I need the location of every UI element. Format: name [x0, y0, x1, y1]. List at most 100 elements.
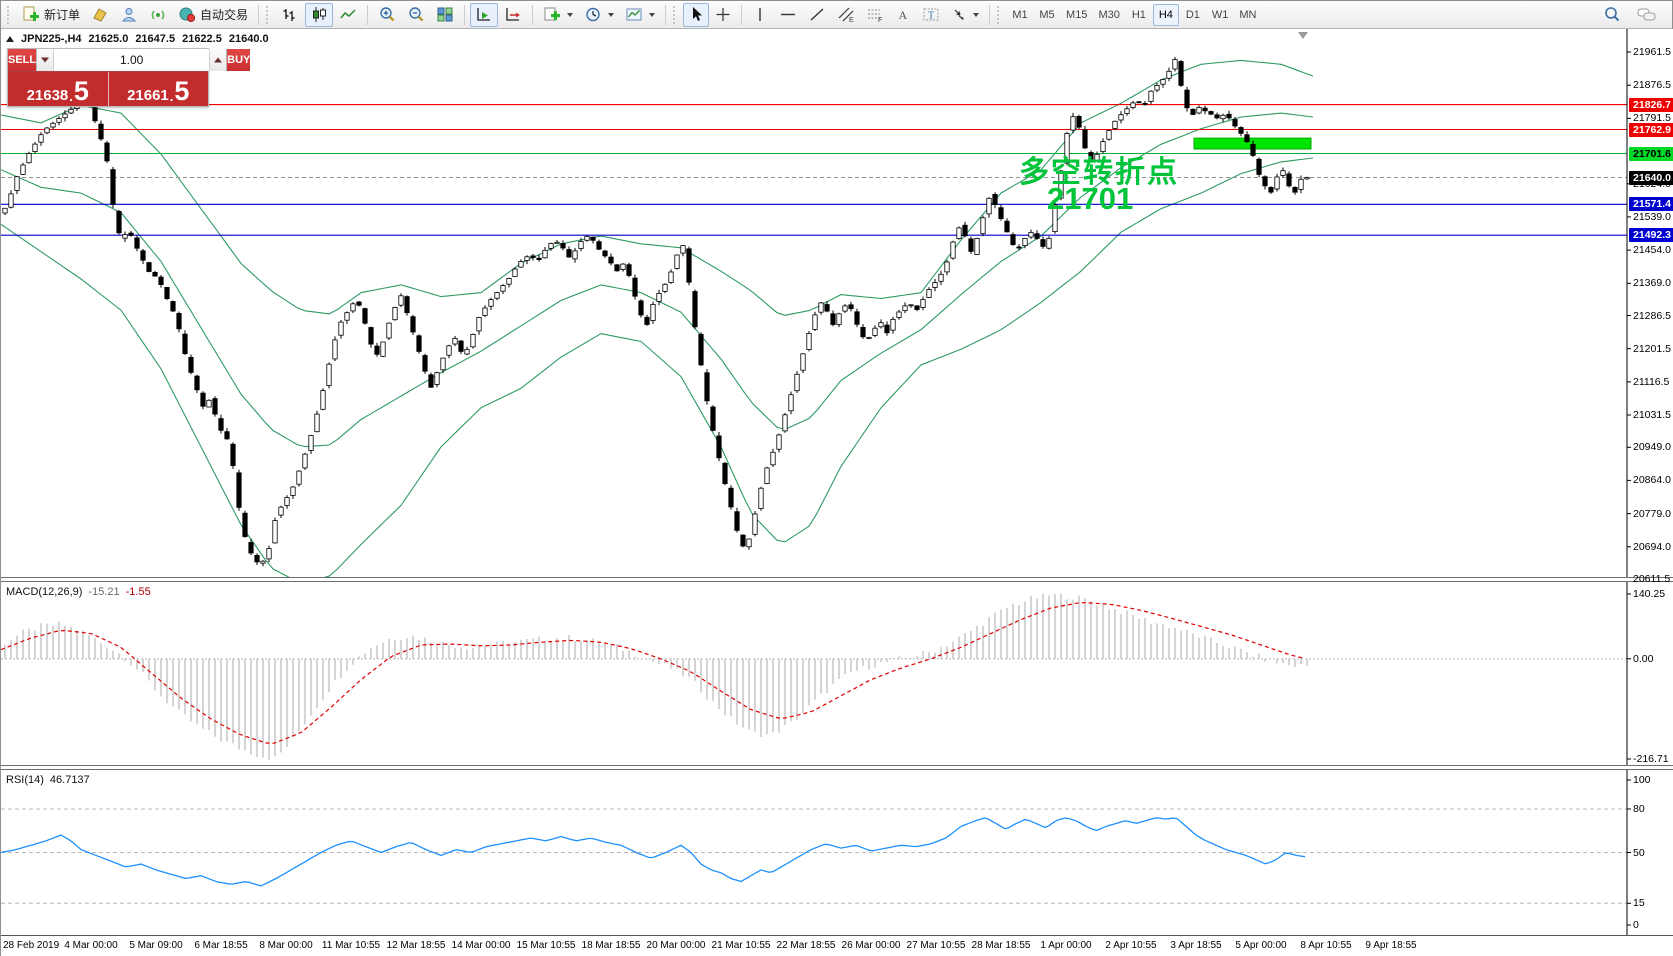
templates-button[interactable]	[620, 3, 660, 27]
timeframe-h4-button[interactable]: H4	[1152, 3, 1179, 26]
auto-trading-icon	[178, 6, 196, 23]
rsi-panel-divider[interactable]	[1, 765, 1673, 770]
svg-text:A: A	[899, 8, 908, 22]
cursor-icon	[688, 6, 704, 23]
zoom-in-icon	[378, 6, 396, 23]
auto-scroll-icon	[475, 6, 493, 23]
svg-text:T: T	[928, 11, 934, 22]
collapse-panel-icon[interactable]	[6, 36, 14, 42]
new-order-label: 新订单	[44, 8, 81, 22]
signals-button[interactable]	[144, 3, 172, 27]
indicators-icon	[543, 6, 561, 23]
indicators-button[interactable]	[538, 3, 578, 27]
timeframe-d1-button[interactable]: D1	[1185, 8, 1200, 21]
arrows-icon	[951, 6, 967, 23]
timeframe-h1-button[interactable]: H1	[1131, 8, 1146, 21]
timeframe-m1-button[interactable]: M1	[1012, 8, 1028, 21]
toolbar-separator	[741, 4, 743, 25]
timeframe-m5-button[interactable]: M5	[1039, 8, 1055, 21]
dropdown-arrow-icon	[649, 12, 656, 17]
chart-shift-icon	[504, 6, 522, 23]
toolbar-separator	[989, 4, 991, 25]
dropdown-arrow-icon	[973, 12, 980, 17]
macd-panel-divider[interactable]	[1, 577, 1673, 582]
dropdown-arrow-icon	[567, 12, 574, 17]
zoom-out-button[interactable]	[402, 3, 430, 27]
accounts-button[interactable]	[115, 3, 143, 27]
search-icon	[1605, 7, 1620, 22]
svg-text:E: E	[849, 17, 854, 23]
volume-input[interactable]	[54, 49, 210, 71]
timeframe-m30-button[interactable]: M30	[1098, 8, 1120, 21]
profile-icon	[91, 6, 109, 23]
bar-chart-icon	[281, 6, 299, 23]
price-chart-canvas[interactable]	[1, 29, 1673, 956]
toolbar-grip[interactable]	[673, 5, 678, 24]
new-order-button[interactable]: 新订单	[17, 3, 85, 27]
text-label-tool-button[interactable]: T	[917, 3, 945, 27]
fibonacci-icon: F	[866, 6, 884, 23]
line-chart-icon	[339, 6, 357, 23]
auto-scroll-button[interactable]	[470, 2, 499, 27]
toolbar-grip[interactable]	[266, 5, 271, 24]
timeframe-w1-button[interactable]: W1	[1211, 8, 1229, 21]
volume-spinner	[36, 49, 228, 71]
account-person-icon	[120, 6, 138, 23]
bar-chart-mode-button[interactable]	[276, 3, 304, 27]
crosshair-tool-button[interactable]	[710, 3, 736, 27]
toolbar-separator	[258, 4, 260, 25]
buy-price-quote[interactable]: 21661 . 5	[108, 72, 208, 106]
search-button[interactable]	[1598, 3, 1626, 27]
candle-chart-mode-button[interactable]	[305, 2, 334, 27]
toolbar-separator	[464, 4, 466, 25]
horizontal-line-tool-button[interactable]	[774, 3, 802, 27]
volume-decrease-button[interactable]	[37, 49, 55, 71]
main-price-panel	[1, 57, 1627, 579]
chat-button[interactable]	[1632, 3, 1662, 27]
sell-price-quote[interactable]: 21638 . 5	[8, 72, 109, 106]
equidistant-channel-icon: E	[837, 6, 855, 23]
new-order-icon	[22, 6, 40, 23]
buy-button[interactable]: BUY	[227, 49, 251, 71]
crosshair-icon	[715, 6, 731, 23]
cursor-tool-button[interactable]	[683, 2, 710, 27]
profile-button[interactable]	[86, 3, 114, 27]
template-icon	[625, 6, 643, 23]
trendline-tool-button[interactable]	[803, 3, 831, 27]
toolbar-separator	[367, 4, 369, 25]
sell-button[interactable]: SELL	[8, 49, 37, 71]
rsi-panel	[1, 808, 1627, 904]
chart-shift-button[interactable]	[499, 3, 527, 27]
candlestick-chart-icon	[310, 6, 328, 23]
dropdown-arrow-icon	[608, 12, 615, 17]
text-icon: A	[896, 6, 910, 23]
trendline-icon	[808, 6, 826, 23]
broadcast-icon	[149, 6, 167, 23]
auto-trading-button[interactable]: 自动交易	[173, 3, 253, 27]
periods-button[interactable]	[579, 3, 619, 27]
zoom-in-button[interactable]	[373, 3, 401, 27]
zoom-out-icon	[407, 6, 425, 23]
timeframe-m15-button[interactable]: M15	[1066, 8, 1088, 21]
vertical-line-icon	[753, 6, 767, 23]
line-chart-mode-button[interactable]	[334, 3, 362, 27]
toolbar-grip[interactable]	[7, 5, 12, 24]
tile-windows-icon	[436, 6, 454, 23]
clock-icon	[584, 6, 602, 23]
auto-trading-label: 自动交易	[200, 8, 249, 22]
toolbar-separator	[665, 4, 667, 25]
timeframe-mn-button[interactable]: MN	[1239, 8, 1257, 21]
volume-increase-button[interactable]	[209, 49, 227, 71]
text-label-icon: T	[922, 6, 940, 23]
text-tool-button[interactable]: A	[890, 3, 916, 27]
main-toolbar: 新订单 自动交易	[1, 1, 1672, 29]
tile-windows-button[interactable]	[431, 3, 459, 27]
arrows-tool-button[interactable]	[946, 3, 984, 27]
toolbar-grip[interactable]	[997, 5, 1002, 24]
vertical-line-tool-button[interactable]	[747, 3, 773, 27]
channel-tool-button[interactable]: E	[832, 3, 860, 27]
toolbar-separator	[532, 4, 534, 25]
chart-window: JPN225-,H4 21625.0 21647.5 21622.5 21640…	[1, 29, 1673, 956]
fibonacci-tool-button[interactable]: F	[861, 3, 889, 27]
